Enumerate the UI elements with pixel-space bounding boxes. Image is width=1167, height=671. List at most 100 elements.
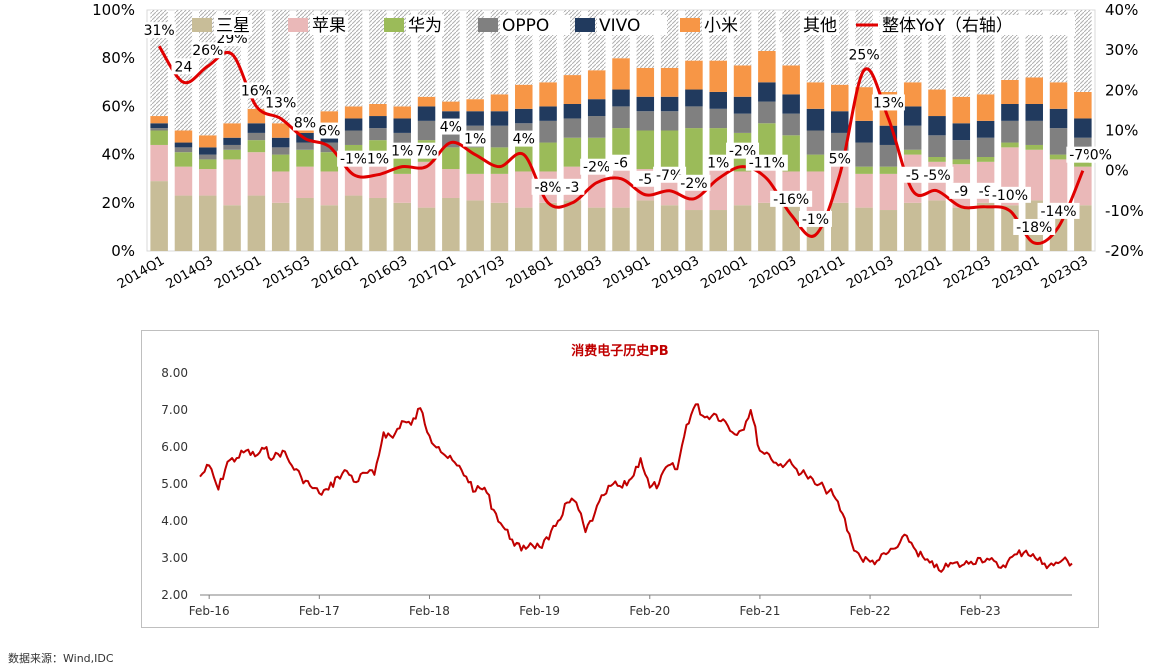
bar-segment-0 bbox=[563, 200, 582, 251]
source-note: 数据来源：Wind,IDC bbox=[8, 652, 114, 665]
data-label-bg bbox=[827, 150, 852, 167]
yoy-data-label: -9 bbox=[954, 184, 968, 200]
bar-segment-5 bbox=[976, 94, 995, 121]
bar-segment-0 bbox=[903, 202, 922, 251]
yoy-data-label: -1% bbox=[802, 212, 829, 228]
bar-segment-2 bbox=[199, 159, 217, 170]
bar-segment-0 bbox=[296, 197, 314, 251]
bar-segment-5 bbox=[952, 96, 971, 124]
bar-segment-6 bbox=[369, 10, 387, 104]
bar-segment-5 bbox=[1074, 91, 1092, 119]
bar-segment-4 bbox=[490, 111, 509, 126]
bar-segment-0 bbox=[879, 210, 898, 251]
yoy-data-label: 0% bbox=[1090, 148, 1112, 164]
data-label-bg bbox=[677, 174, 711, 191]
yoy-data-label: 6% bbox=[318, 124, 340, 140]
yoy-data-label: -18% bbox=[1016, 220, 1052, 236]
bar-segment-3 bbox=[782, 113, 800, 136]
bar-segment-0 bbox=[417, 207, 436, 251]
bar-segment-5 bbox=[1049, 82, 1068, 109]
y2-tick-label: 10% bbox=[1105, 122, 1138, 140]
bar-segment-4 bbox=[223, 137, 241, 145]
bar-segment-0 bbox=[587, 207, 606, 251]
bar-segment-1 bbox=[369, 161, 387, 198]
bar-segment-5 bbox=[490, 94, 509, 112]
data-label-bg bbox=[438, 118, 463, 135]
yoy-data-label: -2% bbox=[680, 176, 707, 192]
bar-segment-5 bbox=[466, 99, 484, 112]
legend-swatch bbox=[779, 18, 799, 32]
bar-segment-3 bbox=[1049, 128, 1068, 155]
legend-label: 华为 bbox=[408, 16, 442, 36]
y-tick-label: 0% bbox=[111, 242, 135, 260]
bar-segment-0 bbox=[369, 197, 387, 251]
x-tick-label: 2020Q1 bbox=[698, 253, 750, 292]
bar-segment-4 bbox=[271, 137, 290, 148]
y-tick-label: 60% bbox=[102, 97, 135, 115]
bar-segment-5 bbox=[223, 123, 241, 138]
bar-segment-4 bbox=[1001, 103, 1019, 121]
data-label-bg bbox=[142, 22, 176, 39]
x-tick-label: Feb-21 bbox=[739, 604, 780, 618]
bar-segment-3 bbox=[976, 137, 995, 158]
bar-segment-6 bbox=[1074, 10, 1092, 92]
bar-segment-5 bbox=[563, 75, 582, 104]
data-label-bg bbox=[900, 166, 925, 183]
legend-label-bg bbox=[310, 15, 348, 35]
legend-label: 小米 bbox=[704, 16, 738, 36]
x-tick-label: 2022Q1 bbox=[893, 253, 945, 292]
yoy-data-label: 26% bbox=[192, 43, 223, 59]
axes: 2.00 3.00 4.00 5.00 6.00 7.00 8.00 Feb-16 Feb-17… bbox=[161, 366, 1072, 618]
legend-swatch bbox=[384, 18, 404, 32]
data-label-bg bbox=[1013, 218, 1056, 235]
bar-segment-2 bbox=[223, 149, 241, 160]
bar-segment-5 bbox=[758, 50, 776, 83]
legend-label-bg bbox=[406, 15, 444, 35]
x-tick-label: 2018Q1 bbox=[504, 253, 556, 292]
data-label-bg bbox=[633, 170, 658, 187]
x-tick-label: 2020Q3 bbox=[747, 253, 799, 292]
bar-segment-0 bbox=[199, 195, 217, 251]
legend-label: 三星 bbox=[216, 16, 250, 36]
bar-segment-1 bbox=[515, 171, 533, 208]
x-tick-label: 2019Q3 bbox=[650, 253, 702, 292]
bar-segment-4 bbox=[758, 82, 776, 102]
bar-segment-5 bbox=[903, 82, 922, 107]
y2-tick-label: 0% bbox=[1105, 162, 1129, 180]
yoy-data-label: 25% bbox=[849, 47, 880, 63]
bar-segment-4 bbox=[636, 96, 655, 112]
y-tick-label: 3.00 bbox=[161, 551, 188, 565]
bar-segment-5 bbox=[174, 130, 193, 143]
bar-segment-3 bbox=[539, 120, 557, 143]
bar-segment-0 bbox=[952, 207, 971, 251]
bar-segment-4 bbox=[831, 111, 849, 133]
bar-segment-0 bbox=[150, 181, 168, 251]
bar-segment-3 bbox=[247, 132, 266, 141]
bar-segment-4 bbox=[587, 99, 606, 117]
bar-segment-4 bbox=[806, 108, 825, 131]
bar-segment-2 bbox=[539, 142, 557, 172]
bar-segment-1 bbox=[442, 169, 460, 198]
bar-segment-2 bbox=[150, 130, 168, 145]
bar-segment-1 bbox=[223, 159, 241, 206]
bar-segment-4 bbox=[539, 106, 557, 121]
bar-segment-4 bbox=[976, 120, 995, 138]
legend-label-bg bbox=[880, 15, 1075, 35]
bar-segment-5 bbox=[636, 67, 655, 97]
bar-segment-4 bbox=[199, 147, 217, 155]
yoy-data-label: 7% bbox=[415, 144, 437, 160]
bar-segment-0 bbox=[758, 202, 776, 251]
bar-segment-0 bbox=[247, 195, 266, 251]
bar-segment-2 bbox=[928, 157, 946, 162]
x-tick-label: 2023Q3 bbox=[1039, 253, 1091, 292]
bar-segment-1 bbox=[1049, 159, 1068, 203]
x-tick-label: Feb-23 bbox=[960, 604, 1001, 618]
bar-segment-5 bbox=[587, 70, 606, 100]
bar-segment-3 bbox=[587, 116, 606, 138]
data-label-bg bbox=[264, 94, 298, 111]
bar-segment-2 bbox=[660, 130, 679, 177]
y-tick-label: 20% bbox=[102, 194, 135, 212]
bar-segment-3 bbox=[709, 108, 727, 129]
bar-segment-5 bbox=[831, 84, 849, 112]
